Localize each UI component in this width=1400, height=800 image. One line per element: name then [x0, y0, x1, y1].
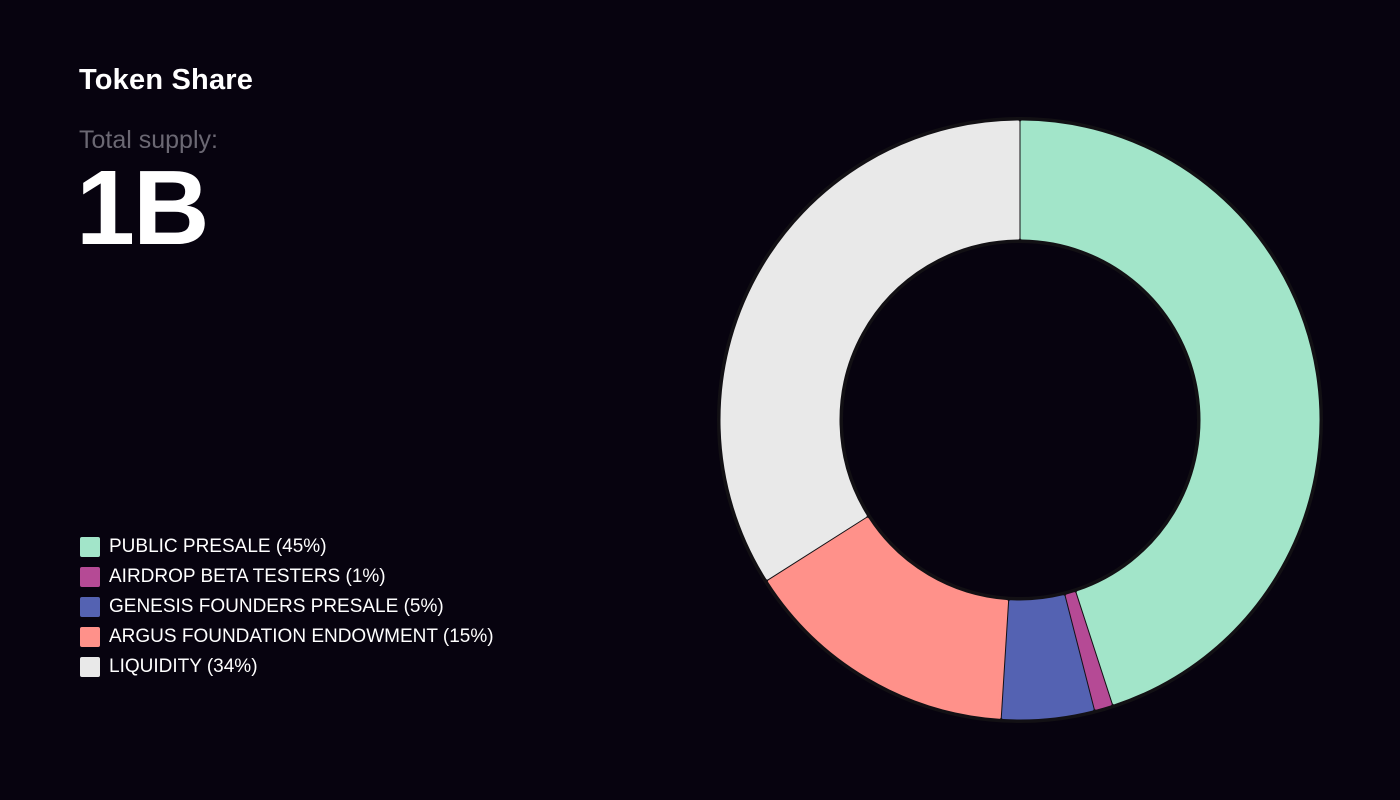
page-title: Token Share: [79, 64, 254, 96]
legend-label: GENESIS FOUNDERS PRESALE (5%): [109, 596, 444, 617]
donut-slice-argus-foundation-endowment: [767, 517, 1009, 719]
donut-chart: [717, 117, 1323, 723]
legend-swatch: [80, 597, 100, 617]
legend-item-liquidity: LIQUIDITY (34%): [80, 652, 494, 682]
donut-slice-liquidity: [720, 120, 1020, 580]
legend-item-argus-foundation-endowment: ARGUS FOUNDATION ENDOWMENT (15%): [80, 622, 494, 652]
legend-item-airdrop-beta-testers: AIRDROP BETA TESTERS (1%): [80, 562, 494, 592]
legend-swatch: [80, 657, 100, 677]
chart-legend: PUBLIC PRESALE (45%) AIRDROP BETA TESTER…: [80, 532, 494, 682]
legend-swatch: [80, 537, 100, 557]
donut-slice-airdrop-beta-testers: [1065, 592, 1112, 710]
legend-label: AIRDROP BETA TESTERS (1%): [109, 566, 386, 587]
donut-slice-public-presale: [1020, 120, 1320, 705]
legend-label: PUBLIC PRESALE (45%): [109, 536, 327, 557]
legend-label: LIQUIDITY (34%): [109, 656, 258, 677]
legend-swatch: [80, 627, 100, 647]
total-supply-value: 1B: [76, 149, 210, 267]
legend-item-public-presale: PUBLIC PRESALE (45%): [80, 532, 494, 562]
legend-item-genesis-founders-presale: GENESIS FOUNDERS PRESALE (5%): [80, 592, 494, 622]
total-supply-label: Total supply:: [79, 126, 218, 154]
legend-swatch: [80, 567, 100, 587]
donut-slice-genesis-founders-presale: [1001, 595, 1094, 720]
legend-label: ARGUS FOUNDATION ENDOWMENT (15%): [109, 626, 494, 647]
